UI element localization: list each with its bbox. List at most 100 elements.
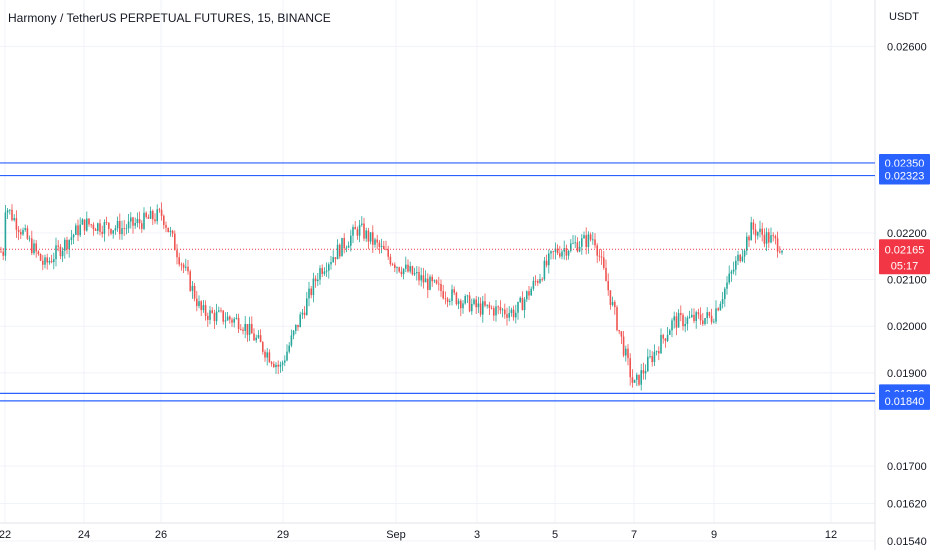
candle-body <box>218 310 220 312</box>
candle-body <box>244 324 246 331</box>
candle-body <box>83 219 86 231</box>
candle-body <box>585 235 587 248</box>
candle-body <box>409 266 411 272</box>
candle-body <box>471 303 473 312</box>
candle-body <box>677 313 680 328</box>
candle-body <box>231 319 233 323</box>
candle-body <box>288 345 290 352</box>
time-tick-label: 26 <box>155 529 167 541</box>
candle-body <box>187 266 189 272</box>
price-axis[interactable]: 0.02600 0.02200 0.02100 0.02000 0.01900 0.017… <box>887 41 927 547</box>
candle-body <box>539 279 541 283</box>
candle-body <box>596 245 598 256</box>
candle-body <box>281 362 284 365</box>
time-axis[interactable]: 22 24 26 29 Sep 3 5 7 9 12 <box>0 529 837 541</box>
candle-body <box>334 257 337 260</box>
candle-body <box>407 264 409 272</box>
candle-body <box>640 370 642 385</box>
candle-body <box>625 348 627 356</box>
candle-body <box>66 239 68 250</box>
candle-body <box>11 209 13 221</box>
time-tick-label: 9 <box>711 529 717 541</box>
candle-body <box>770 235 772 243</box>
candle-body <box>13 218 15 221</box>
candle-body <box>198 301 200 307</box>
candle-body <box>242 329 244 331</box>
candle-body <box>501 309 504 311</box>
candle-body <box>50 260 53 263</box>
candle-body <box>422 275 425 283</box>
candle-body <box>275 364 277 368</box>
candle-body <box>15 218 18 230</box>
candle-body <box>537 281 539 283</box>
candle-body <box>561 251 563 257</box>
candle-body <box>220 310 222 312</box>
candle-body <box>704 318 706 325</box>
candle-body <box>363 223 365 239</box>
candle-body <box>495 306 497 316</box>
candle-body <box>22 229 24 235</box>
candle-body <box>460 300 462 309</box>
candle-body <box>94 229 97 231</box>
candle-body <box>59 246 62 257</box>
candle-body <box>53 259 55 263</box>
candle-body <box>204 305 207 316</box>
currency-label: USDT <box>889 11 919 23</box>
candle-body <box>141 223 143 229</box>
candle-body <box>706 312 708 319</box>
candle-body <box>647 356 649 372</box>
candle-body <box>196 298 198 307</box>
candle-body <box>20 232 22 235</box>
candle-body <box>64 239 66 251</box>
candle-body <box>336 244 339 260</box>
candle-body <box>176 250 178 258</box>
candle-body <box>438 283 440 285</box>
candle-body <box>772 235 774 237</box>
candle-body <box>207 315 209 320</box>
candle-body <box>202 305 205 311</box>
level-price-badge <box>879 166 930 185</box>
candle-body <box>532 280 535 289</box>
candle-body <box>759 228 761 233</box>
candle-body <box>350 235 352 246</box>
candle-body <box>389 256 392 265</box>
candle-body <box>510 309 513 314</box>
candle-body <box>246 324 249 335</box>
candle-body <box>779 251 781 253</box>
candle-body <box>297 324 299 328</box>
candle-body <box>658 351 660 354</box>
candle-body <box>380 245 383 247</box>
candle-body <box>721 299 724 304</box>
chart-title: Harmony / TetherUS PERPETUAL FUTURES, 15… <box>8 11 331 25</box>
candle-body <box>680 313 682 315</box>
candle-body <box>444 298 447 300</box>
candle-body <box>526 291 528 300</box>
candle-body <box>695 312 697 321</box>
candle-body <box>664 338 667 341</box>
last-price-value: 0.02165 <box>885 244 925 256</box>
candle-body <box>266 352 268 358</box>
price-tick-label: 0.01900 <box>887 368 927 380</box>
candle-body <box>156 209 158 222</box>
candle-body <box>158 209 161 211</box>
candle-body <box>391 264 394 265</box>
candle-body <box>609 290 612 305</box>
candle-body <box>31 238 33 254</box>
candle-body <box>209 310 211 320</box>
candle-body <box>719 303 722 311</box>
candle-body <box>583 235 585 239</box>
horizontal-levels[interactable] <box>0 162 875 402</box>
candle-body <box>506 314 508 318</box>
candle-body <box>130 217 132 222</box>
candle-body <box>101 231 103 234</box>
candle-body <box>442 291 444 299</box>
price-tick-label: 0.02600 <box>887 41 927 53</box>
candle-body <box>708 312 711 316</box>
candle-body <box>693 314 695 321</box>
candle-body <box>581 238 583 247</box>
candle-body <box>330 262 332 265</box>
candle-body <box>321 268 323 274</box>
candle-body <box>396 267 398 269</box>
